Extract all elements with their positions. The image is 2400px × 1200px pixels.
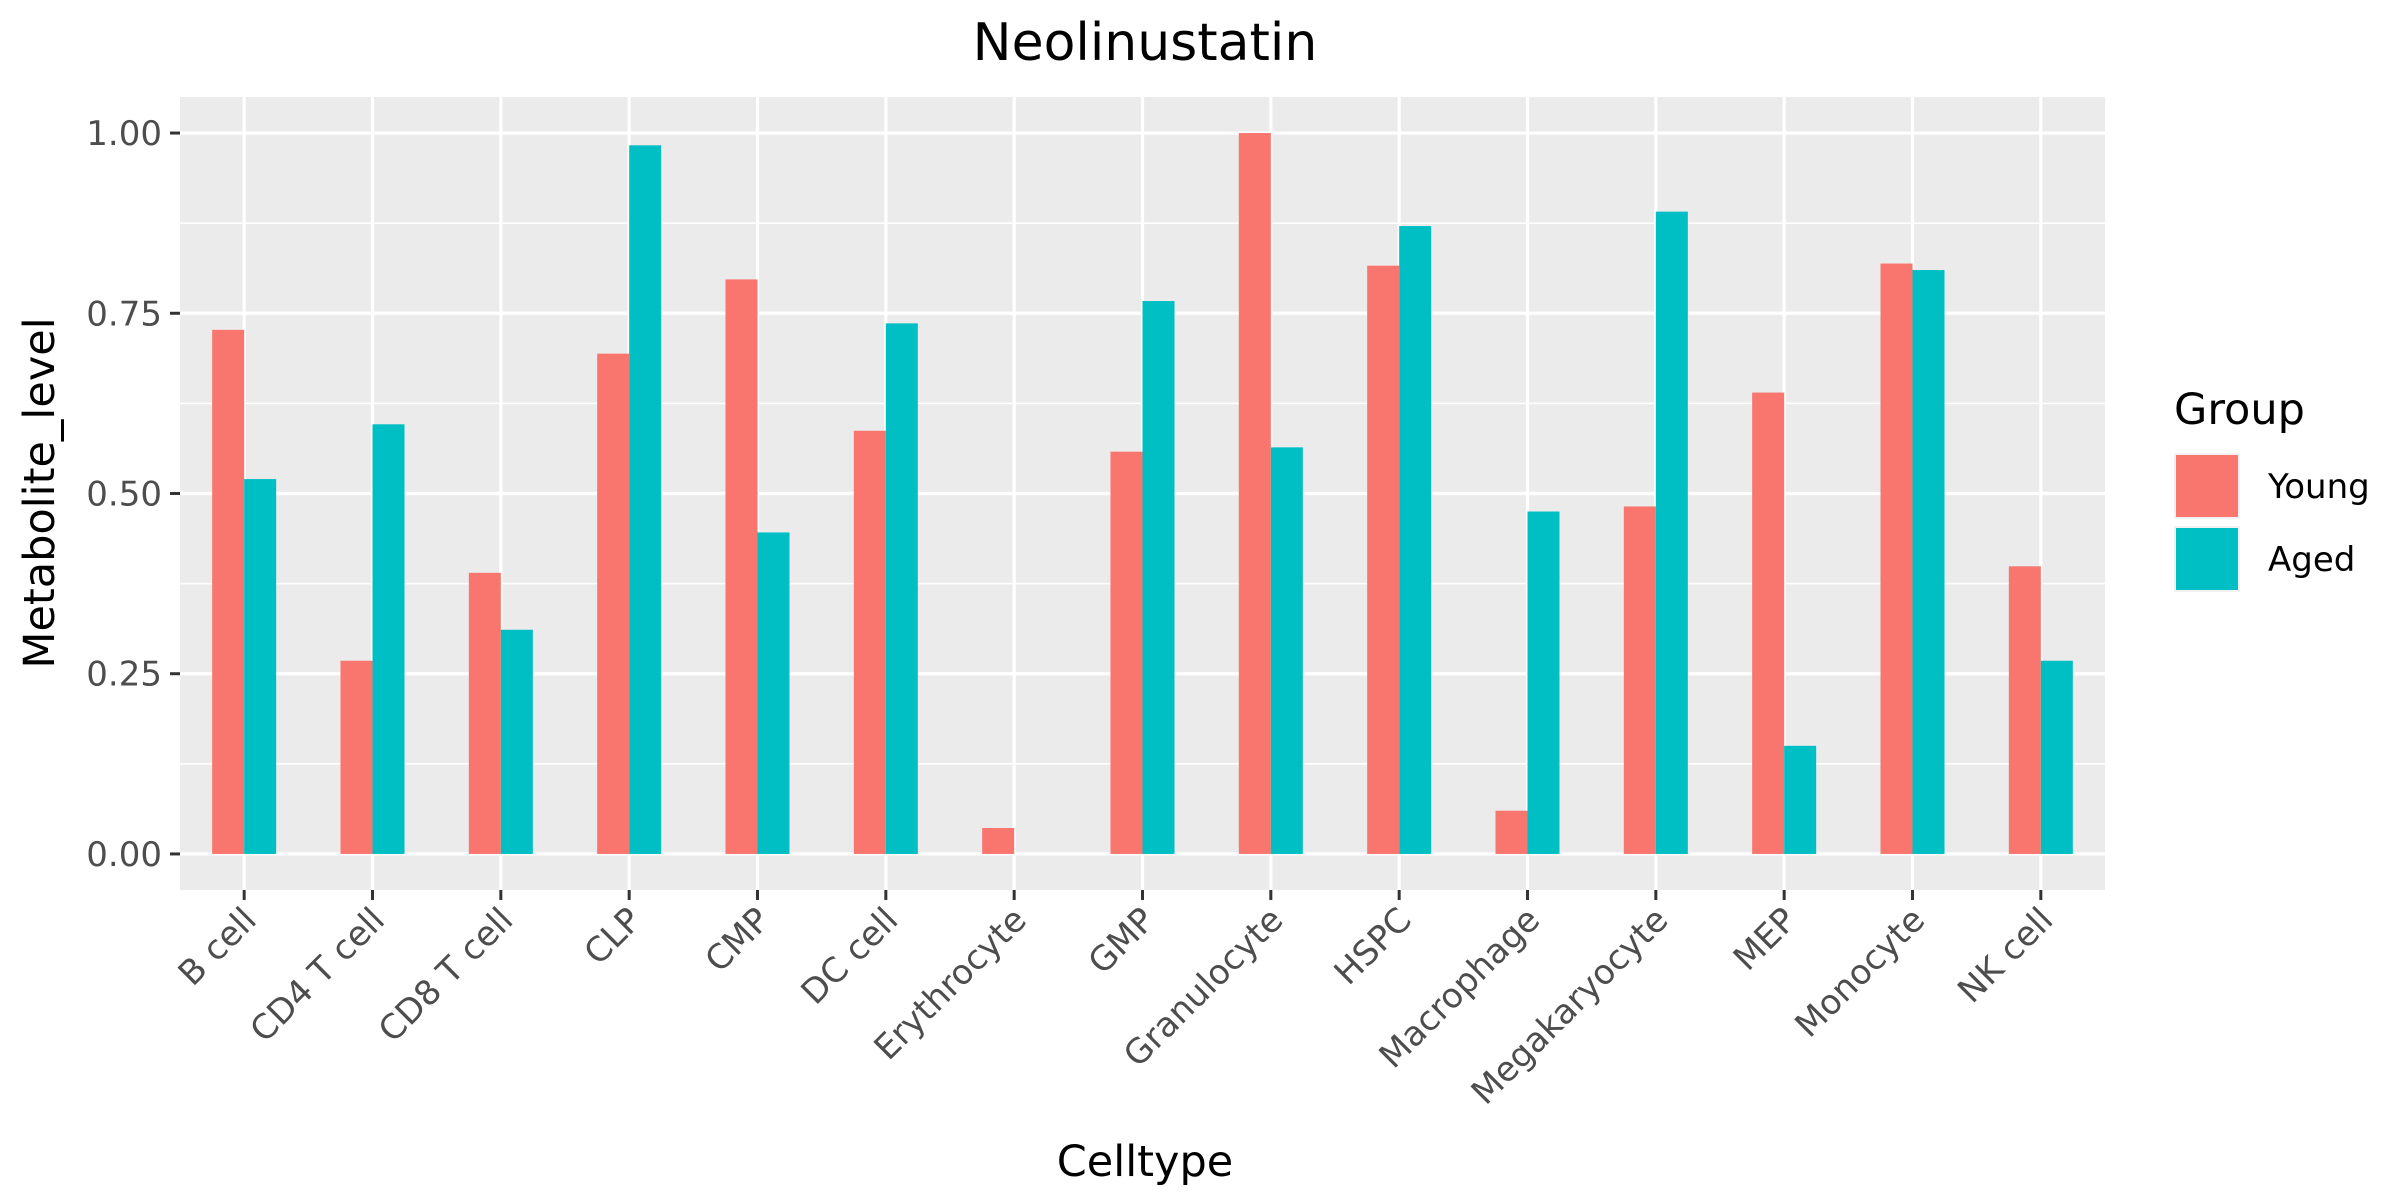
bar-aged-granulocyte bbox=[1270, 447, 1303, 854]
x-tick-label: B cell bbox=[171, 900, 265, 994]
x-axis-title: Celltype bbox=[1057, 1137, 1233, 1187]
chart-title: Neolinustatin bbox=[973, 13, 1318, 73]
bar-aged-monocyte bbox=[1912, 270, 1945, 854]
y-tick-label: 0.00 bbox=[86, 835, 162, 875]
bar-aged-cmp bbox=[757, 532, 790, 854]
bar-young-monocyte bbox=[1880, 263, 1913, 854]
x-tick-label: CMP bbox=[698, 900, 778, 980]
x-tick-label: Monocyte bbox=[1788, 900, 1933, 1045]
bar-aged-cd8-t-cell bbox=[500, 629, 533, 854]
bar-aged-gmp bbox=[1142, 301, 1175, 854]
bar-young-cd4-t-cell bbox=[340, 660, 373, 854]
bar-young-cd8-t-cell bbox=[468, 572, 501, 854]
x-tick-label: HSPC bbox=[1327, 900, 1420, 993]
bar-young-b-cell bbox=[212, 329, 245, 854]
bar-young-clp bbox=[597, 353, 630, 854]
bar-aged-clp bbox=[629, 145, 662, 854]
bar-young-dc-cell bbox=[853, 430, 886, 854]
bar-young-gmp bbox=[1110, 451, 1143, 854]
legend-swatch-aged bbox=[2176, 528, 2238, 590]
y-axis-title: Metabolite_level bbox=[15, 317, 65, 668]
bar-aged-b-cell bbox=[244, 479, 277, 854]
legend-label-young: Young bbox=[2267, 467, 2370, 507]
x-tick-label: DC cell bbox=[794, 900, 907, 1013]
bar-young-megakaryocyte bbox=[1623, 506, 1656, 854]
bar-young-nk-cell bbox=[2008, 566, 2041, 854]
bar-aged-nk-cell bbox=[2040, 660, 2073, 854]
bar-aged-dc-cell bbox=[885, 323, 918, 854]
bar-aged-macrophage bbox=[1527, 511, 1560, 854]
legend-swatch-young bbox=[2176, 455, 2238, 517]
bar-young-hspc bbox=[1367, 265, 1400, 854]
y-tick-label: 0.50 bbox=[86, 475, 162, 515]
x-tick-label: GMP bbox=[1081, 900, 1163, 982]
bar-young-macrophage bbox=[1495, 810, 1528, 854]
x-tick-label: CLP bbox=[577, 900, 650, 973]
legend: Group Young Aged bbox=[2174, 385, 2370, 592]
bar-aged-mep bbox=[1784, 745, 1817, 854]
bar-aged-hspc bbox=[1399, 226, 1432, 854]
x-tick-label: CD4 T cell bbox=[243, 900, 393, 1050]
x-tick-label: NK cell bbox=[1950, 900, 2061, 1011]
y-tick-label: 1.00 bbox=[86, 114, 162, 154]
bar-young-mep bbox=[1752, 392, 1785, 854]
bar-young-granulocyte bbox=[1238, 133, 1271, 854]
x-tick-label: CD8 T cell bbox=[371, 900, 521, 1050]
bar-young-erythrocyte bbox=[982, 828, 1015, 854]
legend-label-aged: Aged bbox=[2268, 540, 2355, 580]
x-tick-label: MEP bbox=[1726, 900, 1805, 979]
bars-layer bbox=[212, 133, 2073, 854]
y-tick-label: 0.25 bbox=[86, 655, 162, 695]
bar-aged-megakaryocyte bbox=[1655, 211, 1688, 854]
y-tick-label: 0.75 bbox=[86, 294, 162, 334]
y-axis: 0.00 0.25 0.50 0.75 1.00 bbox=[86, 114, 180, 875]
bar-aged-cd4-t-cell bbox=[372, 424, 405, 854]
bar-young-cmp bbox=[725, 279, 758, 854]
legend-title: Group bbox=[2174, 385, 2305, 435]
